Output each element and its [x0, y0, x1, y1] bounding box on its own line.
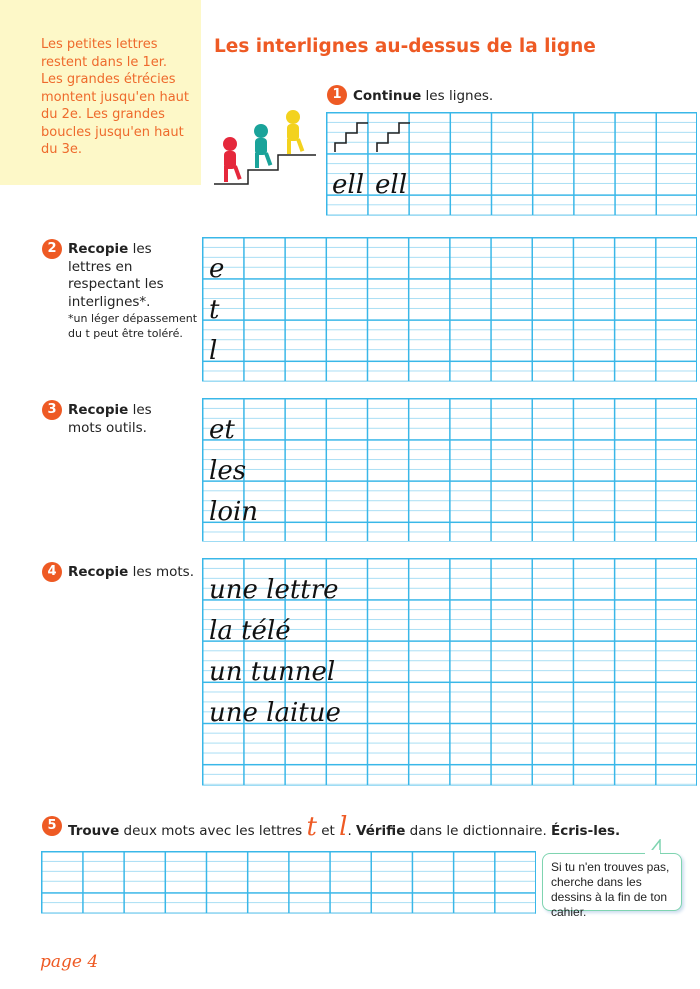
exercise-number-2: 2	[42, 239, 62, 259]
model-ell: ell	[375, 170, 408, 200]
model-letter: e	[209, 254, 225, 284]
writing-grid-3[interactable]	[202, 398, 697, 542]
tip-text: Les petites lettres restent dans le 1er.…	[41, 37, 190, 157]
model-word: une lettre	[209, 575, 339, 605]
tip-box: Les petites lettres restent dans le 1er.…	[0, 0, 201, 185]
hint-bubble: Si tu n'en trouves pas, cherche dans les…	[542, 853, 682, 919]
writing-grid-2[interactable]	[202, 237, 697, 382]
letter-l: l	[339, 812, 348, 842]
model-word: les	[209, 456, 247, 486]
stairs-pattern-model	[334, 122, 410, 152]
exercise-number-3: 3	[42, 400, 62, 420]
writing-grid-5[interactable]	[41, 851, 536, 914]
exercise-number-4: 4	[42, 562, 62, 582]
teal-child-icon	[254, 124, 273, 168]
page-title: Les interlignes au-dessus de la ligne	[214, 36, 596, 57]
yellow-child-icon	[286, 110, 305, 154]
model-word: et	[209, 415, 235, 445]
model-word: la télé	[209, 616, 291, 646]
model-word: un tunnel	[209, 657, 336, 687]
exercise-2-instruction: Recopie les lettres en respectant les in…	[68, 241, 198, 340]
exercise-2-note: *un léger dépassement du t peut être tol…	[68, 312, 198, 340]
exercise-1-instruction: Continue les lignes.	[353, 88, 494, 104]
red-child-icon	[223, 137, 242, 182]
exercise-4-instruction: Recopie les mots.	[68, 564, 194, 580]
exercise-5-instruction: Trouve deux mots avec les lettres t et l…	[68, 812, 621, 842]
exercise-number-5: 5	[42, 816, 62, 836]
page-number: page 4	[40, 952, 99, 972]
stairs-children-illustration	[214, 110, 316, 185]
model-word: une laitue	[209, 698, 341, 728]
letter-t: t	[306, 812, 317, 842]
exercise-3-instruction: Recopie les mots outils.	[68, 402, 152, 436]
model-word: loin	[209, 497, 259, 527]
model-letter: l	[209, 336, 218, 366]
writing-grid-4[interactable]	[202, 558, 697, 786]
writing-grid-1[interactable]	[326, 112, 697, 216]
exercise-number-1: 1	[327, 85, 347, 105]
model-ell: ell	[332, 170, 365, 200]
model-letter: t	[209, 295, 220, 325]
